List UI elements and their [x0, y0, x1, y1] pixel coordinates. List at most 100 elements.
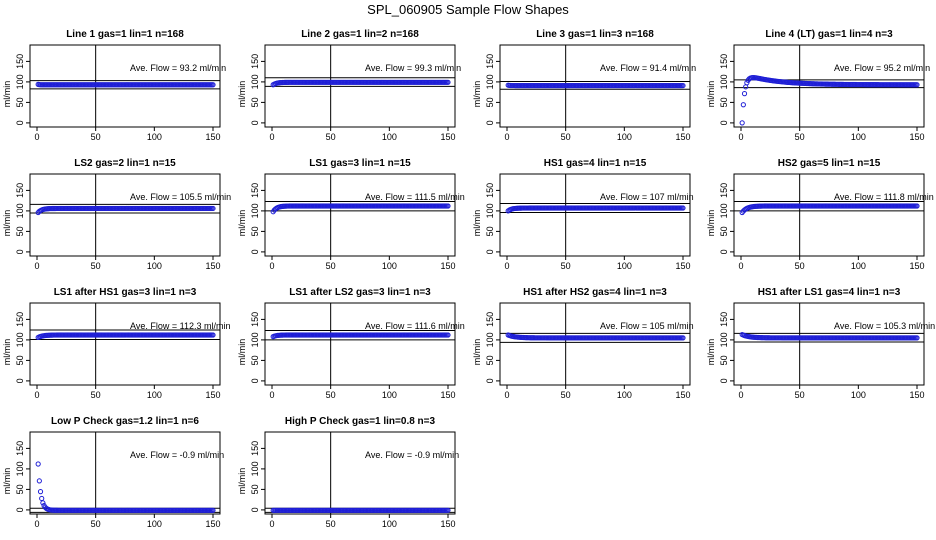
data-point	[35, 461, 41, 467]
data-point	[445, 332, 451, 338]
y-tick-label: 0	[15, 120, 25, 125]
x-tick-label: 150	[440, 261, 455, 271]
data-point	[914, 82, 920, 88]
x-tick-label: 100	[147, 132, 162, 142]
chart-panel: Line 2 gas=1 lin=2 n=168 ml/min 0 50 100 150 0…	[237, 29, 461, 142]
y-tick-label: 150	[15, 312, 25, 327]
y-tick-label: 0	[485, 249, 495, 254]
y-tick-label: 150	[250, 183, 260, 198]
x-tick-label: 150	[909, 390, 924, 400]
average-flow-annotation: Ave. Flow = -0.9 ml/min	[130, 450, 224, 460]
x-tick-label: 150	[205, 261, 220, 271]
x-tick-label: 150	[205, 519, 220, 529]
y-tick-label: 0	[719, 249, 729, 254]
y-tick-label: 100	[485, 203, 495, 218]
y-axis-label: ml/min	[2, 210, 12, 237]
y-tick-label: 0	[485, 120, 495, 125]
x-tick-label: 100	[617, 132, 632, 142]
chart-title: HS2 gas=5 lin=1 n=15	[778, 158, 881, 169]
y-axis-label: ml/min	[706, 210, 716, 237]
x-tick-label: 100	[147, 519, 162, 529]
y-tick-label: 100	[15, 203, 25, 218]
x-tick-label: 0	[269, 132, 274, 142]
y-tick-label: 150	[719, 312, 729, 327]
chart-panel: HS1 after HS2 gas=4 lin=1 n=3 ml/min 0 50 10…	[472, 287, 694, 400]
y-tick-label: 150	[719, 54, 729, 69]
chart-title: LS1 after HS1 gas=3 lin=1 n=3	[54, 287, 197, 298]
x-tick-label: 100	[617, 390, 632, 400]
x-tick-label: 0	[738, 261, 743, 271]
x-tick-label: 150	[440, 132, 455, 142]
plot-frame	[29, 173, 221, 257]
chart-panel: LS1 after LS2 gas=3 lin=1 n=3 ml/min 0 50 10…	[237, 287, 465, 400]
y-tick-label: 50	[15, 97, 25, 107]
x-tick-label: 50	[795, 132, 805, 142]
x-tick-label: 100	[617, 261, 632, 271]
data-point	[40, 500, 46, 506]
x-tick-label: 0	[504, 132, 509, 142]
y-tick-label: 100	[719, 74, 729, 89]
chart-panel: Line 1 gas=1 lin=1 n=168 ml/min 0 50 100 150 0…	[2, 29, 226, 142]
average-flow-annotation: Ave. Flow = 111.8 ml/min	[834, 192, 934, 202]
data-point	[680, 82, 686, 89]
x-tick-label: 150	[909, 132, 924, 142]
plot-frame	[29, 44, 221, 128]
average-flow-annotation: Ave. Flow = 93.2 ml/min	[130, 63, 226, 73]
y-tick-label: 0	[15, 249, 25, 254]
x-tick-label: 0	[738, 390, 743, 400]
y-tick-label: 150	[250, 441, 260, 456]
x-tick-label: 50	[91, 261, 101, 271]
plot-frame	[29, 302, 221, 386]
y-tick-label: 150	[485, 312, 495, 327]
chart-title: HS1 gas=4 lin=1 n=15	[544, 158, 647, 169]
y-axis-label: ml/min	[237, 339, 247, 366]
chart-panel: Low P Check gas=1.2 lin=1 n=6 ml/min 0 50 10…	[2, 416, 224, 529]
y-tick-label: 0	[485, 378, 495, 383]
y-tick-label: 100	[250, 332, 260, 347]
average-flow-annotation: Ave. Flow = 99.3 ml/min	[365, 63, 461, 73]
y-axis-label: ml/min	[237, 210, 247, 237]
chart-title: LS1 gas=3 lin=1 n=15	[309, 158, 411, 169]
average-flow-annotation: Ave. Flow = 112.3 ml/min	[130, 321, 230, 331]
data-point	[210, 332, 216, 338]
x-tick-label: 50	[91, 390, 101, 400]
x-tick-label: 150	[440, 390, 455, 400]
chart-panel: HS1 after LS1 gas=4 lin=1 n=3 ml/min 0 50 10…	[706, 287, 935, 400]
plot-frame	[499, 44, 691, 128]
y-tick-label: 50	[15, 484, 25, 494]
x-tick-label: 50	[91, 132, 101, 142]
y-tick-label: 50	[250, 226, 260, 236]
chart-panel: Line 3 gas=1 lin=3 n=168 ml/min 0 50 100 150 0…	[472, 29, 696, 142]
page-title: SPL_060905 Sample Flow Shapes	[367, 2, 569, 17]
data-point	[445, 203, 451, 209]
data-point	[37, 489, 44, 495]
x-tick-label: 50	[91, 519, 101, 529]
y-tick-label: 100	[250, 461, 260, 476]
y-axis-label: ml/min	[472, 81, 482, 108]
y-tick-label: 50	[15, 355, 25, 365]
x-tick-label: 50	[326, 132, 336, 142]
plot-frame	[29, 431, 221, 515]
plot-frame	[499, 302, 691, 386]
x-tick-label: 150	[205, 390, 220, 400]
x-tick-label: 100	[147, 390, 162, 400]
y-tick-label: 100	[250, 203, 260, 218]
y-tick-label: 50	[250, 355, 260, 365]
x-tick-label: 100	[851, 132, 866, 142]
chart-panel: Line 4 (LT) gas=1 lin=4 n=3 ml/min 0 50 100 1…	[706, 29, 930, 142]
plot-frame	[499, 173, 691, 257]
x-tick-label: 0	[504, 261, 509, 271]
y-tick-label: 150	[485, 54, 495, 69]
x-tick-label: 50	[561, 390, 571, 400]
y-tick-label: 0	[250, 120, 260, 125]
chart-title: Line 4 (LT) gas=1 lin=4 n=3	[765, 29, 893, 40]
plot-frame	[733, 302, 925, 386]
data-point	[743, 84, 749, 90]
x-tick-label: 50	[561, 132, 571, 142]
plot-frame	[733, 44, 925, 128]
plot-frame	[264, 302, 456, 386]
y-axis-label: ml/min	[472, 210, 482, 237]
average-flow-annotation: Ave. Flow = 105.3 ml/min	[834, 321, 935, 331]
x-tick-label: 100	[382, 519, 397, 529]
